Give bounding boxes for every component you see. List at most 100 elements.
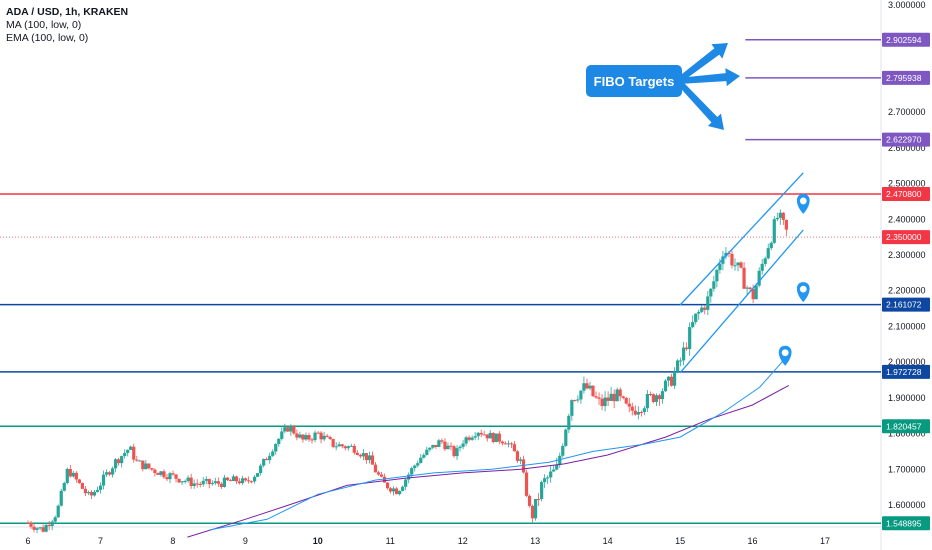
y-tick-label: 2.100000: [888, 321, 926, 331]
candle-body: [751, 289, 755, 300]
candle-body: [757, 270, 761, 286]
candle-body: [555, 464, 559, 470]
candle-body: [59, 490, 63, 506]
candle-body: [443, 441, 447, 450]
candle-body: [739, 262, 743, 268]
candle-body: [413, 465, 417, 469]
candle-body: [349, 445, 353, 447]
candle-body: [458, 446, 462, 449]
candle-body: [691, 322, 695, 328]
candle-body: [47, 524, 51, 527]
candle-body: [624, 397, 628, 404]
candle-body: [521, 459, 526, 473]
candle-body: [527, 495, 532, 506]
candle-body: [730, 253, 734, 266]
candle-body: [500, 441, 504, 444]
x-tick-label: 6: [25, 536, 30, 546]
candle-body: [425, 449, 429, 455]
candle-body: [65, 468, 69, 484]
candle-body: [712, 281, 716, 289]
candle-body: [50, 521, 54, 527]
candle-body: [77, 479, 81, 483]
candle-body: [26, 522, 30, 524]
candle-body: [83, 488, 88, 494]
candle-body: [416, 463, 420, 466]
candle-body: [697, 311, 701, 314]
candle-body: [216, 481, 220, 484]
candle-body: [766, 248, 770, 259]
candle-body: [576, 399, 580, 401]
candle-body: [186, 477, 190, 482]
candle-body: [600, 398, 604, 407]
price-badge: [882, 297, 930, 312]
y-tick-label: 1.900000: [888, 393, 926, 403]
candle-body: [337, 444, 341, 447]
candle-body: [283, 427, 287, 432]
candle-body: [168, 473, 172, 480]
candle-body: [748, 287, 752, 290]
candle-body: [488, 432, 492, 439]
candle-body: [509, 443, 514, 445]
y-tick-label: 1.700000: [888, 464, 926, 474]
price-badge: [882, 32, 930, 47]
candle-body: [470, 437, 474, 440]
price-badge-label: 1.972728: [886, 367, 922, 377]
candle-body: [549, 471, 553, 478]
candle-body: [778, 212, 782, 218]
y-tick-label: 3.000000: [888, 0, 926, 10]
candle-body: [597, 397, 601, 399]
price-badge: [882, 132, 930, 147]
candle-body: [763, 258, 767, 264]
candle-body: [672, 371, 677, 386]
candle-body: [745, 287, 749, 289]
candle-body: [772, 219, 776, 243]
candle-body: [530, 505, 535, 519]
candle-body: [410, 468, 414, 475]
price-badge-label: 2.795938: [886, 73, 922, 83]
candle-body: [95, 489, 100, 492]
candle-body: [237, 481, 242, 484]
candle-body: [328, 437, 332, 440]
candle-body: [334, 446, 338, 448]
candle-body: [546, 477, 550, 479]
candle-body: [379, 474, 384, 477]
price-badge: [882, 230, 930, 245]
candle-body: [724, 252, 728, 257]
candle-body: [391, 488, 396, 492]
candle-body: [398, 490, 402, 495]
candle-body: [579, 390, 583, 400]
candle-body: [675, 360, 680, 372]
candle-body: [494, 433, 498, 443]
candle-body: [485, 434, 489, 439]
legend-ma: MA (100, low, 0): [6, 19, 82, 31]
price-badge: [882, 516, 930, 531]
candle-body: [259, 465, 263, 474]
candle-body: [512, 444, 517, 452]
candle-body: [41, 527, 45, 532]
x-tick-label: 14: [603, 536, 613, 546]
candle-body: [706, 296, 710, 310]
price-badge-label: 2.161072: [886, 300, 922, 310]
chart-legend: ADA / USD, 1h, KRAKEN MA (100, low, 0) E…: [6, 6, 128, 45]
candle-body: [198, 483, 202, 485]
map-pin-hole: [799, 197, 807, 205]
candle-body: [240, 478, 245, 484]
candle-body: [265, 458, 269, 461]
candle-body: [558, 455, 562, 465]
candle-body: [280, 431, 284, 439]
candle-body: [213, 481, 217, 484]
candle-body: [594, 396, 598, 398]
candle-body: [476, 432, 480, 437]
arrow-icon: [676, 42, 729, 84]
candle-body: [361, 453, 365, 457]
candle-body: [177, 478, 181, 483]
candle-body: [446, 445, 450, 450]
price-badge-label: 2.470800: [886, 189, 922, 199]
x-tick-label: 13: [530, 536, 540, 546]
candle-body: [561, 445, 565, 456]
candle-body: [497, 433, 501, 442]
candle-body: [262, 458, 266, 466]
candle-body: [627, 403, 631, 407]
candle-body: [352, 445, 356, 453]
